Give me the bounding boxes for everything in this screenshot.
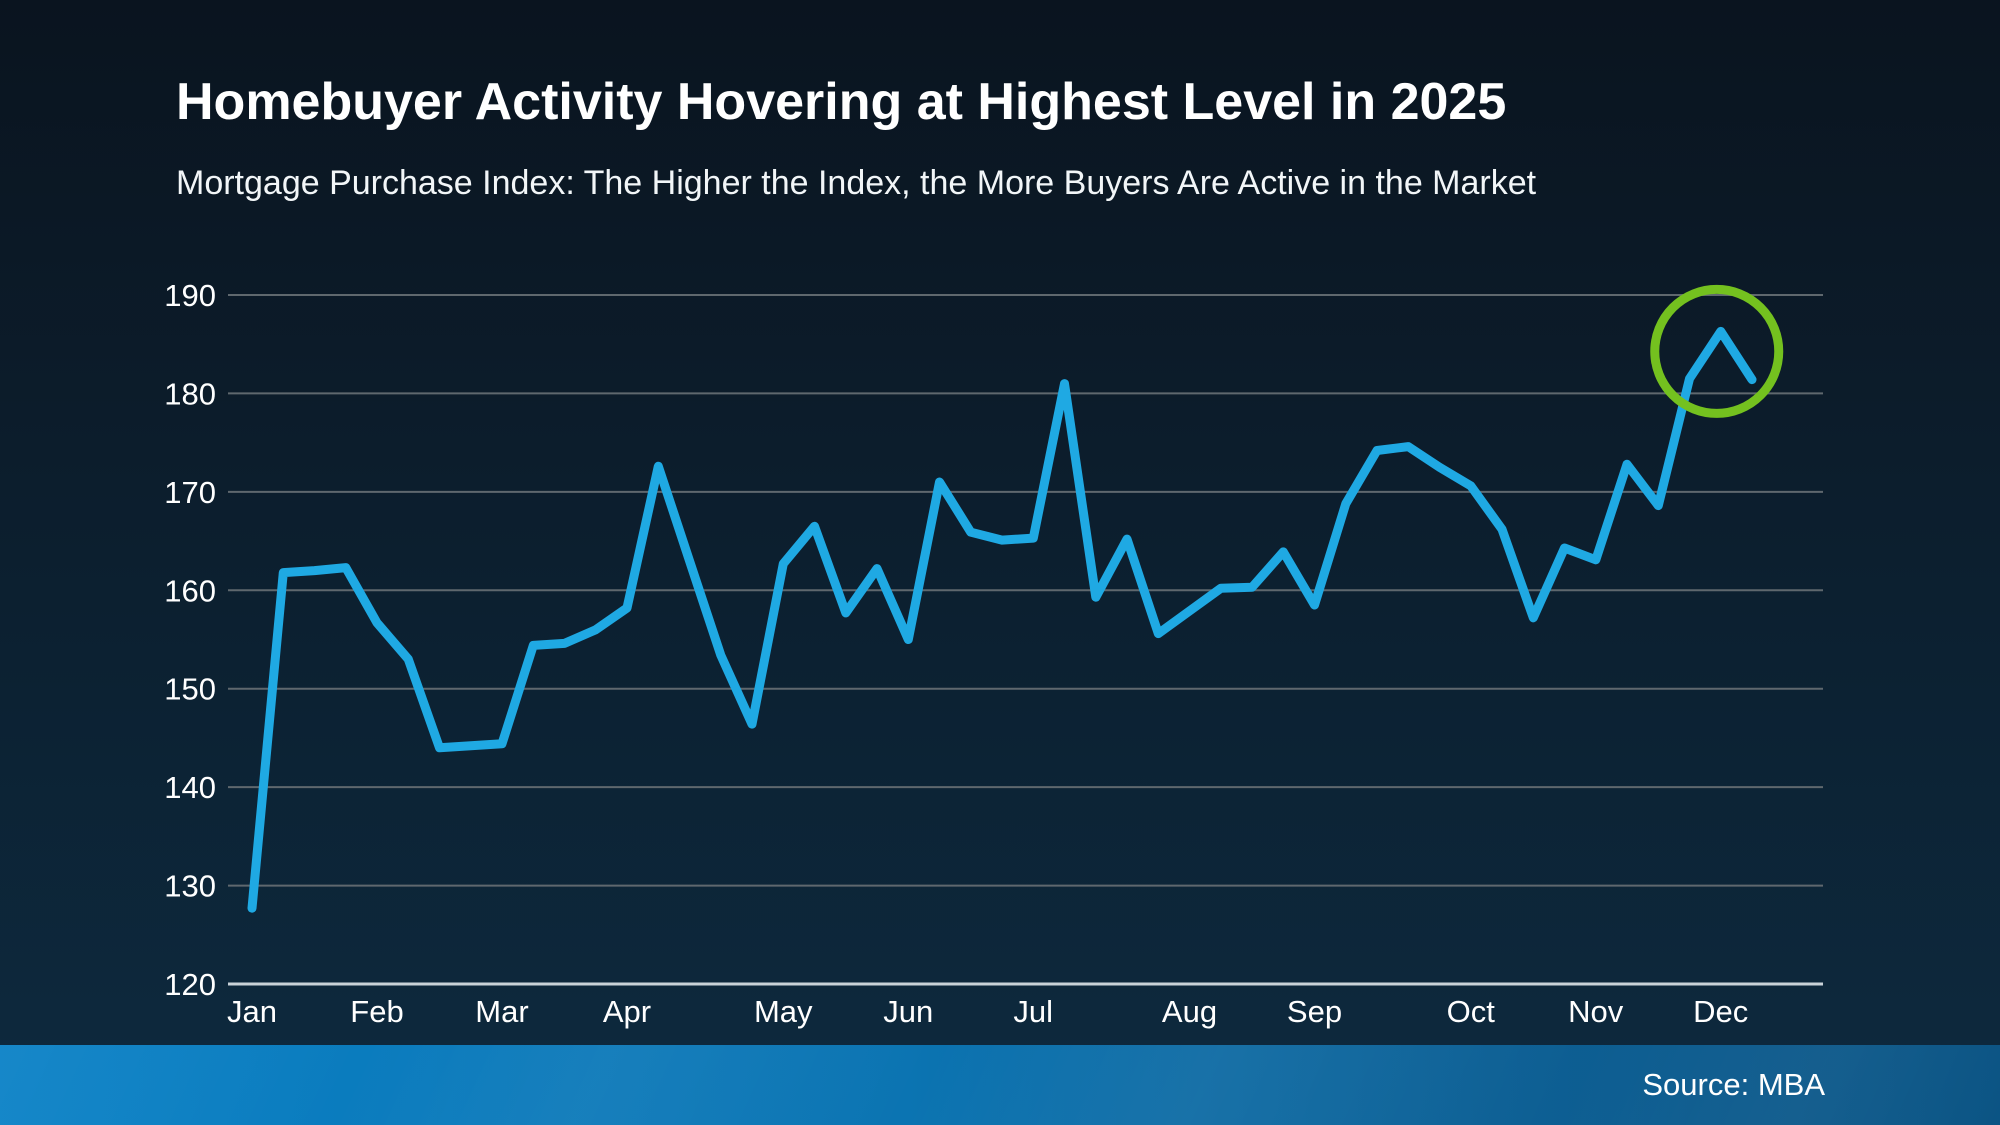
x-tick-label: Mar [475, 994, 528, 1029]
y-tick-label: 180 [164, 376, 216, 411]
x-tick-label: Feb [350, 994, 403, 1029]
y-tick-label: 130 [164, 869, 216, 904]
x-tick-label: Sep [1287, 994, 1342, 1029]
x-tick-label: Nov [1568, 994, 1624, 1029]
y-tick-label: 150 [164, 672, 216, 707]
highlight-circle [1650, 284, 1784, 418]
y-tick-label: 160 [164, 573, 216, 608]
x-tick-label: Oct [1447, 994, 1496, 1029]
x-tick-label: Apr [603, 994, 651, 1029]
y-tick-label: 120 [164, 967, 216, 1002]
source-label: Source: MBA [1642, 1067, 1825, 1102]
y-tick-label: 170 [164, 475, 216, 510]
purchase-index-line [247, 326, 1757, 913]
footer-bar: Source: MBA [0, 1045, 2000, 1125]
x-tick-label: Jan [227, 994, 277, 1029]
page-title: Homebuyer Activity Hovering at Highest L… [176, 73, 1507, 131]
x-tick-label: Dec [1693, 994, 1748, 1029]
x-tick-label: May [754, 994, 813, 1029]
x-tick-label: Jul [1013, 994, 1053, 1029]
x-tick-label: Jun [883, 994, 933, 1029]
x-tick-label: Aug [1162, 994, 1217, 1029]
y-tick-label: 140 [164, 770, 216, 805]
page-subtitle: Mortgage Purchase Index: The Higher the … [176, 164, 1537, 202]
y-tick-label: 190 [164, 278, 216, 313]
